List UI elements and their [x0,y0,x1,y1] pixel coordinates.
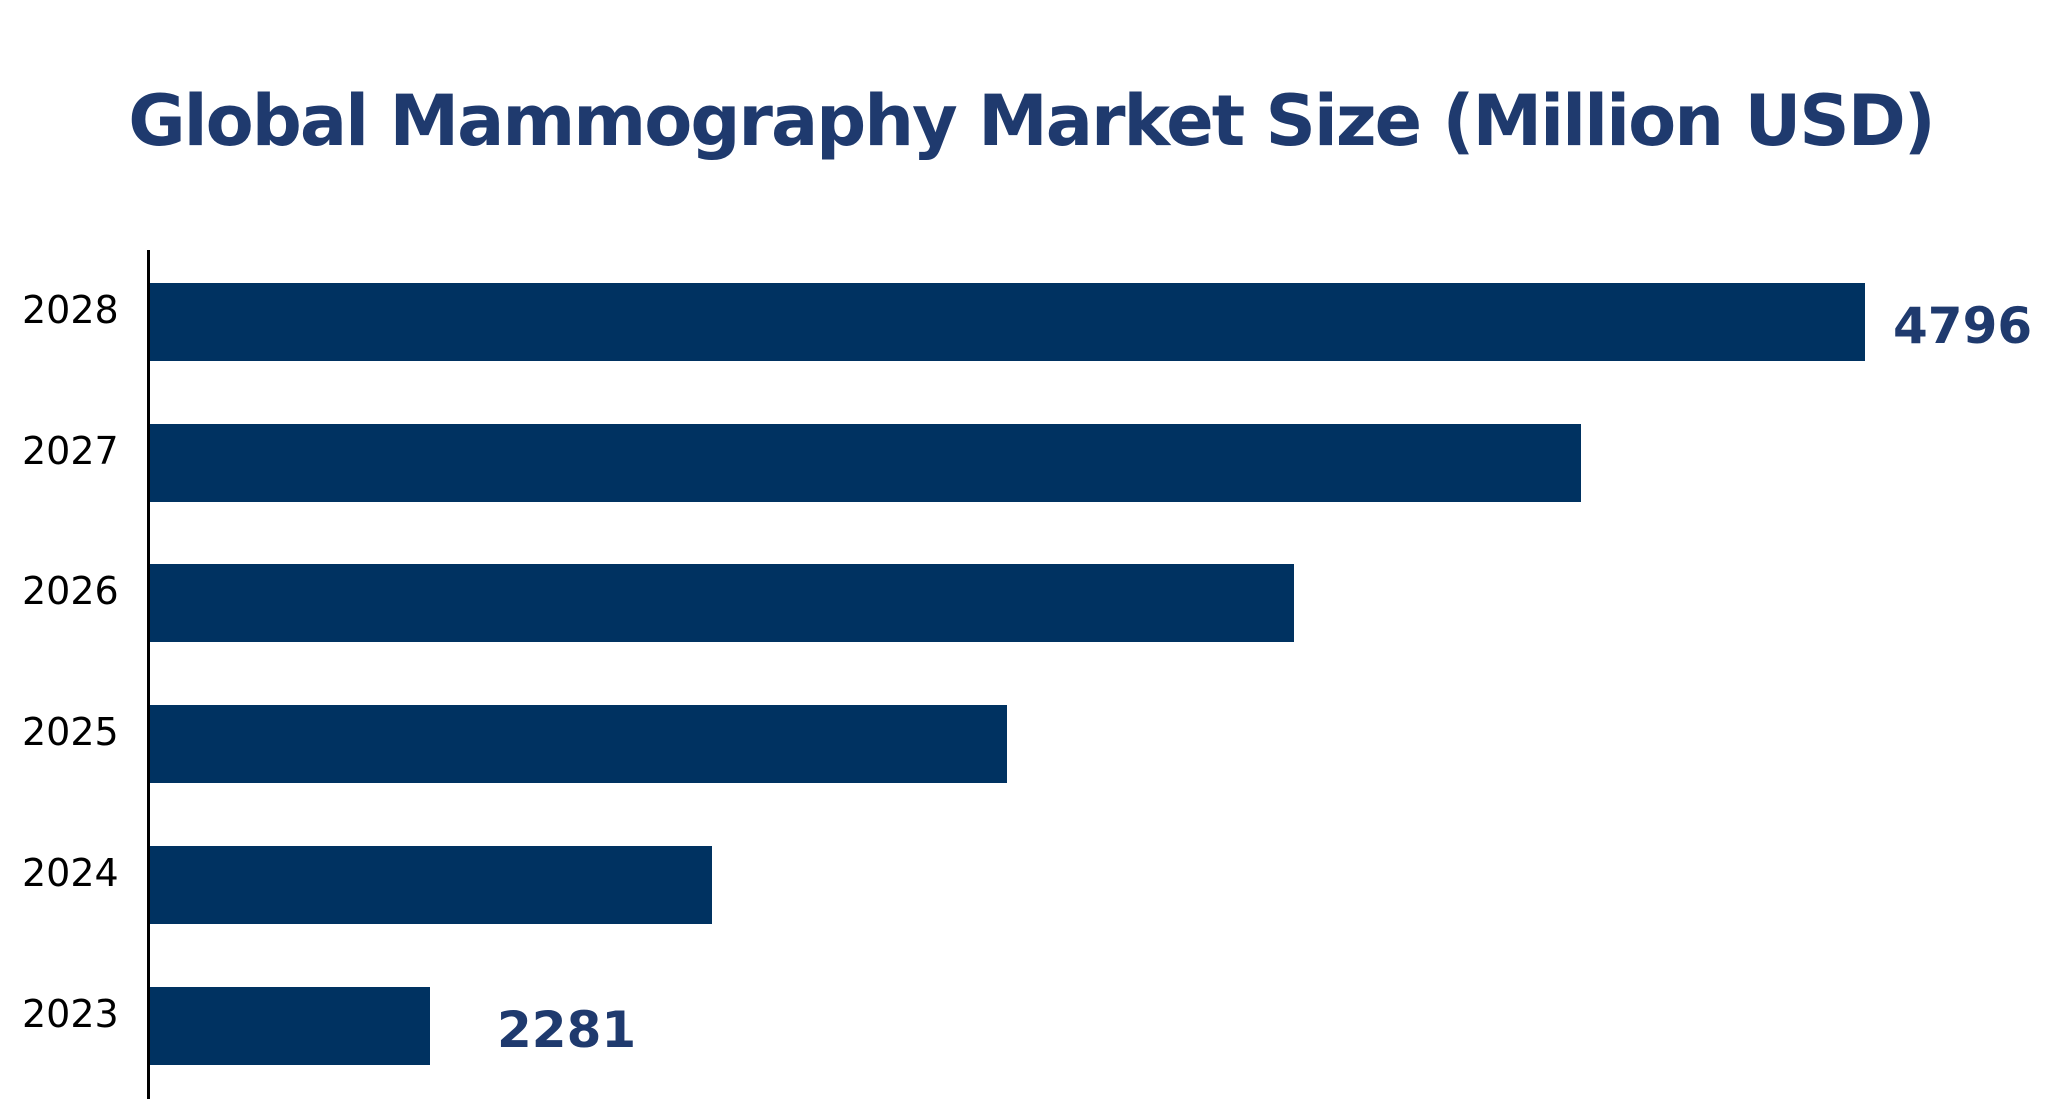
bar [150,424,1581,502]
y-tick-label: 2027 [22,429,119,473]
bar [150,705,1007,783]
y-tick-label: 2026 [22,569,119,613]
bar [150,564,1294,642]
bar [150,987,430,1065]
data-label: 4796 [1893,297,2033,355]
chart-title: Global Mammography Market Size (Million … [128,80,1936,162]
y-tick-label: 2024 [22,851,119,895]
y-axis-line [147,250,150,1099]
bar [150,283,1865,361]
data-label: 2281 [497,1001,637,1059]
y-tick-label: 2028 [22,288,119,332]
bar [150,846,712,924]
y-tick-label: 2025 [22,710,119,754]
y-tick-label: 2023 [22,992,119,1036]
